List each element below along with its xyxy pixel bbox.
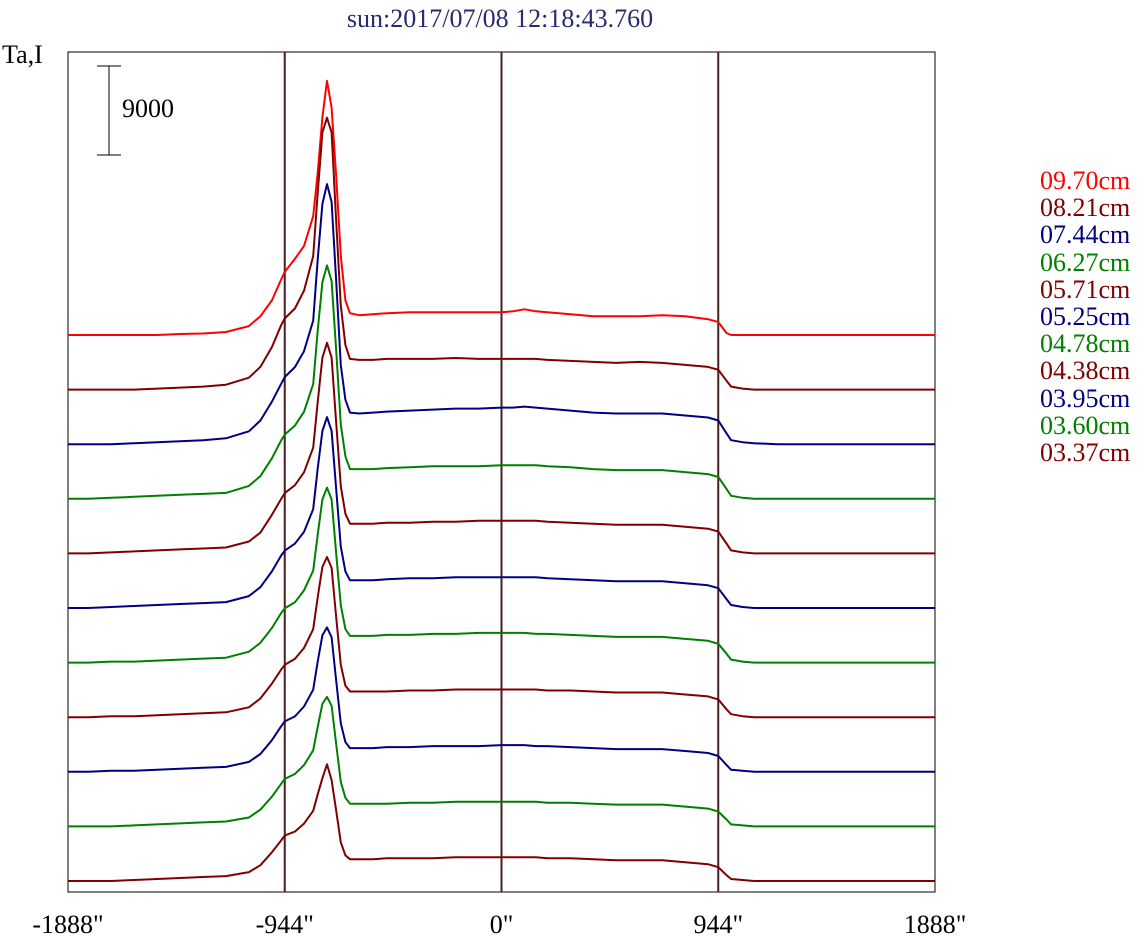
legend-item-03.95cm: 03.95cm — [1040, 383, 1131, 413]
y-axis-label: Ta,I — [2, 40, 43, 69]
scale-bar-label: 9000 — [122, 94, 174, 123]
legend-item-07.44cm: 07.44cm — [1040, 220, 1131, 250]
legend-item-03.60cm: 03.60cm — [1040, 410, 1131, 440]
chart-title: sun:2017/07/08 12:18:43.760 — [346, 4, 654, 33]
legend-item-08.21cm: 08.21cm — [1040, 193, 1131, 223]
series-line-07.44cm — [68, 183, 935, 446]
legend-item-05.25cm: 05.25cm — [1040, 301, 1131, 331]
series-line-08.21cm — [68, 116, 935, 391]
legend: 09.70cm 08.21cm 07.44cm 06.27cm 05.71cm 05.25… — [1040, 167, 1130, 466]
series-line-03.37cm — [68, 763, 935, 882]
legend-item-06.27cm: 06.27cm — [1040, 247, 1131, 277]
series-line-05.71cm — [68, 341, 935, 555]
series-line-03.95cm — [68, 626, 935, 773]
x-tick-label: 1888" — [904, 910, 967, 939]
scale-bar: 9000 — [97, 65, 174, 156]
series-line-09.70cm — [68, 79, 935, 336]
legend-item-09.70cm: 09.70cm — [1040, 166, 1131, 195]
series-line-04.38cm — [68, 556, 935, 719]
series-line-06.27cm — [68, 264, 935, 500]
x-tick-label: -1888" — [32, 910, 103, 939]
legend-item-05.71cm: 05.71cm — [1040, 274, 1131, 304]
x-tick-label: 0" — [490, 910, 514, 939]
x-tick-label: -944" — [256, 910, 314, 939]
legend-item-04.38cm: 04.38cm — [1040, 356, 1131, 386]
series-line-05.25cm — [68, 416, 935, 609]
x-tick-label: 944" — [693, 910, 743, 939]
series-line-03.60cm — [68, 695, 935, 828]
legend-item-04.78cm: 04.78cm — [1040, 329, 1131, 359]
series-line-04.78cm — [68, 486, 935, 664]
legend-item-03.37cm: 03.37cm — [1040, 437, 1131, 467]
